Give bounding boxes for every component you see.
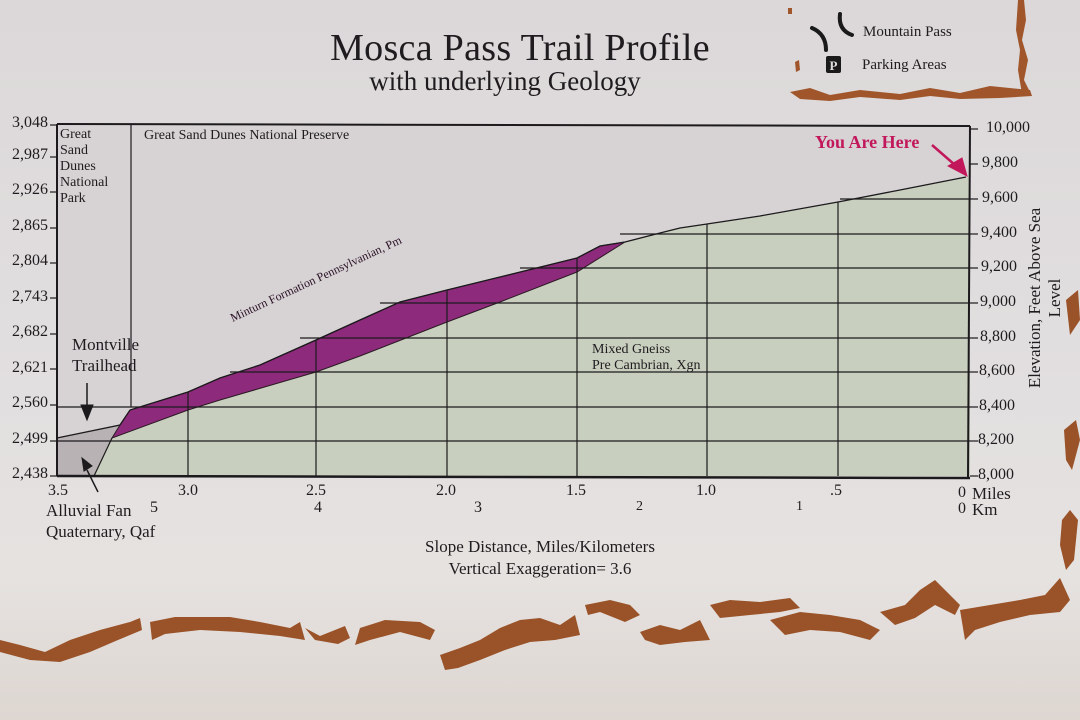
x-unit-km: Km xyxy=(972,500,998,519)
x-unit-miles: Miles xyxy=(972,484,1011,503)
x-tick-mi-2.0: 2.0 xyxy=(436,482,456,499)
mountain-pass-icon xyxy=(810,12,854,52)
legend-border xyxy=(788,0,1032,101)
x-tick-km-3: 3 xyxy=(474,499,482,516)
y-left-tick-2560: 2,560 xyxy=(12,394,48,411)
decorative-border-bottom xyxy=(0,290,1080,670)
you-are-here-arrow-icon xyxy=(931,144,968,177)
y-left-tick-2987: 2,987 xyxy=(12,146,48,163)
chart-subtitle: with underlying Geology xyxy=(369,66,641,96)
y-right-tick-8400: 8,400 xyxy=(979,397,1015,414)
y-left-tick-2865: 2,865 xyxy=(12,217,48,234)
x-tick-km-1: 1 xyxy=(796,499,803,514)
y-right-tick-8000: 8,000 xyxy=(978,466,1014,483)
gneiss-layer xyxy=(57,177,970,476)
preserve-region-label: Great Sand Dunes National Preserve xyxy=(144,128,350,143)
trailhead-label: Montville Trailhead xyxy=(72,335,140,375)
y-right-tick-9200: 9,200 xyxy=(981,258,1017,275)
vertical-exaggeration-note: Vertical Exaggeration= 3.6 xyxy=(448,559,632,578)
chart-title: Mosca Pass Trail Profile xyxy=(330,27,710,69)
y-left-tick-2926: 2,926 xyxy=(12,181,48,198)
y-right-tick-9600: 9,600 xyxy=(982,189,1018,206)
park-region-label: Great Sand Dunes National Park xyxy=(60,127,109,206)
trail-profile-line xyxy=(56,176,967,439)
alluvial-fan-layer xyxy=(57,425,120,476)
grid-vertical xyxy=(130,125,839,476)
alluvial-fan-label: Alluvial Fan Quaternary, Qaf xyxy=(46,501,156,541)
you-are-here-label: You Are Here xyxy=(815,132,920,152)
x-axis-title: Slope Distance, Miles/Kilometers xyxy=(425,537,655,556)
y-right-axis-title: Elevation, Feet Above Sea Level xyxy=(1025,207,1064,389)
y-right-tick-8800: 8,800 xyxy=(980,328,1016,345)
y-right-tick-8200: 8,200 xyxy=(978,431,1014,448)
x-tick-mi-1.5: 1.5 xyxy=(566,482,586,499)
y-right-tick-10000: 10,000 xyxy=(986,119,1030,136)
y-right-tick-9000: 9,000 xyxy=(980,293,1016,310)
x-tick-km-4: 4 xyxy=(314,499,322,516)
x-tick-km-5: 5 xyxy=(150,499,158,516)
y-left-tick-2621: 2,621 xyxy=(12,359,48,376)
x-tick-mi-3.5: 3.5 xyxy=(48,482,68,499)
x-tick-km-0: 0 xyxy=(958,500,966,517)
y-left-tick-2438: 2,438 xyxy=(12,465,48,482)
y-left-tick-2682: 2,682 xyxy=(12,323,48,340)
y-right-tick-9400: 9,400 xyxy=(981,224,1017,241)
x-tick-mi-2.5: 2.5 xyxy=(306,482,326,499)
grid-horizontal xyxy=(57,198,970,442)
x-tick-km-2: 2 xyxy=(636,499,643,514)
parking-icon xyxy=(826,56,841,73)
y-left-tick-2804: 2,804 xyxy=(12,252,48,269)
x-tick-mi-3.0: 3.0 xyxy=(178,482,198,499)
alluvial-arrow-icon xyxy=(81,456,99,493)
gneiss-label: Mixed Gneiss Pre Cambrian, Xgn xyxy=(592,342,701,373)
trailhead-arrow-icon xyxy=(80,383,94,422)
right-ticks xyxy=(970,128,978,477)
y-left-tick-2499: 2,499 xyxy=(12,430,48,447)
parking-glyph: P xyxy=(830,58,838,73)
x-tick-mi-0.5: .5 xyxy=(830,482,842,499)
x-tick-mi-1.0: 1.0 xyxy=(696,482,716,499)
left-ticks xyxy=(50,124,57,477)
y-left-tick-2743: 2,743 xyxy=(12,288,48,305)
y-right-tick-9800: 9,800 xyxy=(982,154,1018,171)
x-tick-mi-0: 0 xyxy=(958,484,966,501)
y-right-tick-8600: 8,600 xyxy=(979,362,1015,379)
y-left-tick-3048: 3,048 xyxy=(12,114,48,131)
legend-parking-label: Parking Areas xyxy=(862,57,947,73)
legend-mountain-pass-label: Mountain Pass xyxy=(863,24,952,40)
